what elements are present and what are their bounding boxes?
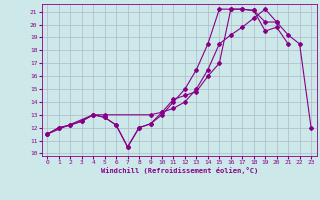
X-axis label: Windchill (Refroidissement éolien,°C): Windchill (Refroidissement éolien,°C) xyxy=(100,167,258,174)
